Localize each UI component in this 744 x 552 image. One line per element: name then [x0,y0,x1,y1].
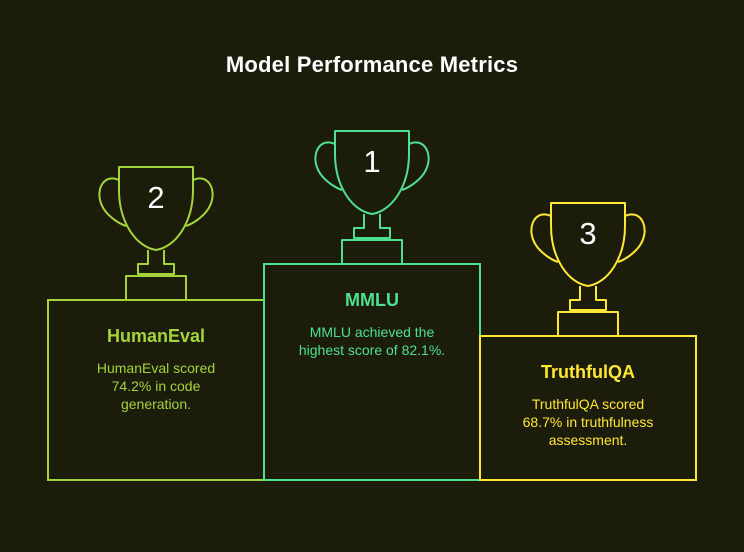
trophy-icon: 3 [530,202,646,337]
description-line: generation. [120,396,192,412]
trophy-icon: 2 [98,166,214,301]
humaneval-card: HumanEval HumanEval scored 74.2% in code… [48,326,264,413]
card-description: MMLU achieved the highest score of 82.1%… [264,323,480,359]
card-description: TruthfulQA scored 68.7% in truthfulness … [480,395,696,449]
card-description: HumanEval scored 74.2% in code generatio… [48,359,264,413]
description-line: MMLU achieved the [309,324,435,340]
description-line: assessment. [548,432,628,448]
rank-label: 1 [363,144,380,179]
trophy-icon: 1 [314,130,430,265]
rank-label: 3 [579,216,596,251]
description-line: HumanEval scored [96,360,216,376]
truthfulqa-card: TruthfulQA TruthfulQA scored 68.7% in tr… [480,362,696,449]
description-line: 74.2% in code [111,378,201,394]
card-heading: HumanEval [106,326,206,346]
page-title: Model Performance Metrics [225,52,519,77]
rank-label: 2 [147,180,164,215]
description-line: TruthfulQA scored [531,396,645,412]
mmlu-card: MMLU MMLU achieved the highest score of … [264,290,480,359]
description-line: 68.7% in truthfulness [522,414,654,430]
description-line: highest score of 82.1%. [298,342,446,358]
card-heading: MMLU [345,290,399,310]
card-heading: TruthfulQA [541,362,635,382]
